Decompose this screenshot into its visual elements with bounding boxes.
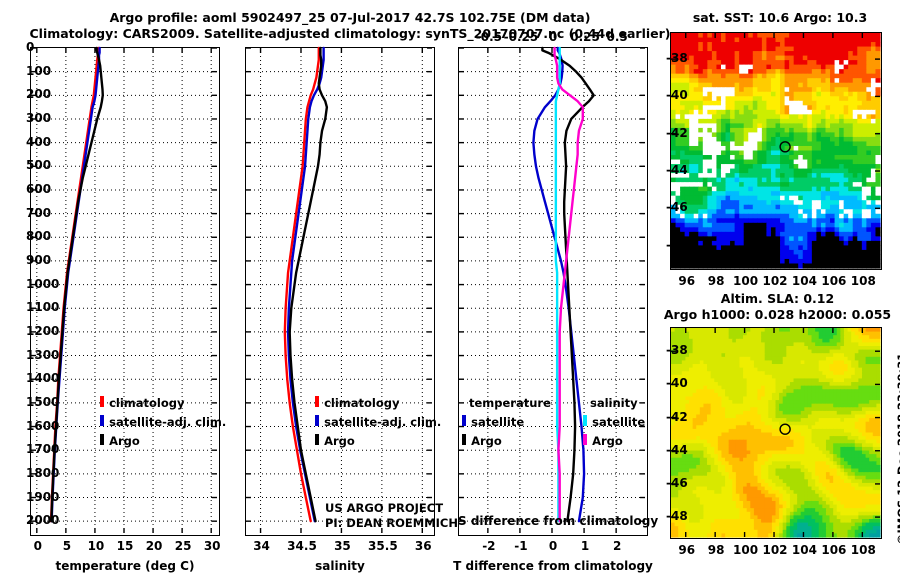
xtick-label: 34.5 xyxy=(287,539,317,553)
legend-label-satellite-adj-salinity: satellite-adj. clim. xyxy=(324,415,442,429)
xtick-label: 15 xyxy=(116,539,134,553)
sla-map-title-line2: Argo h1000: 0.028 h2000: 0.055 xyxy=(663,307,892,322)
difference-legend-temperature: temperature satellite Argo xyxy=(462,392,551,449)
sla-xtick-label: 104 xyxy=(791,543,817,557)
legend-swatch-argo xyxy=(100,434,104,445)
difference-panel xyxy=(458,46,648,536)
salinity-legend: climatology satellite-adj. clim. Argo xyxy=(315,392,441,449)
difference-legend-salinity: salinity satellite Argo xyxy=(583,392,645,449)
sst-xtick-label: 98 xyxy=(707,274,725,288)
project-credit: US ARGO PROJECT xyxy=(325,501,444,515)
sdiff-tick-label: 0.5 xyxy=(606,30,628,44)
legend-label-temperature-argo: Argo xyxy=(471,434,502,448)
legend-swatch-temperature-argo xyxy=(462,434,466,445)
sst-xtick-label: 102 xyxy=(762,274,788,288)
sdiff-tick-label: 0.25 xyxy=(570,30,600,44)
xtick-label: 35.5 xyxy=(368,539,398,553)
xtick-label: 35 xyxy=(334,539,351,553)
temperature-axis-label: temperature (deg C) xyxy=(55,559,195,573)
salinity-plot-frame xyxy=(245,46,435,536)
sla-xtick-label: 102 xyxy=(762,543,788,557)
sst-xtick-label: 106 xyxy=(821,274,847,288)
tdiff-tick-label: -1 xyxy=(514,539,528,553)
sla-map-title-line1: Altim. SLA: 0.12 xyxy=(720,291,835,306)
pi-credit: PI: DEAN ROEMMICH xyxy=(325,516,458,530)
legend-label-argo: Argo xyxy=(109,434,140,448)
sst-map-title: sat. SST: 10.6 Argo: 10.3 xyxy=(692,10,868,25)
sdiff-tick-label: -0.5 xyxy=(475,30,502,44)
legend-label-temperature-satellite: satellite xyxy=(471,415,525,429)
sla-map-frame xyxy=(670,327,882,539)
sla-xtick-label: 106 xyxy=(821,543,847,557)
legend-swatch-satellite-adj-salinity xyxy=(315,415,319,426)
page-title-line2: Climatology: CARS2009. Satellite-adjuste… xyxy=(29,26,671,41)
xtick-label: 10 xyxy=(87,539,105,553)
sst-xtick-label: 96 xyxy=(678,274,696,288)
tdiff-tick-label: -2 xyxy=(482,539,496,553)
legend-label-climatology-salinity: climatology xyxy=(324,396,400,410)
legend-label-satellite-adj: satellite-adj. clim. xyxy=(109,415,227,429)
temperature-legend: climatology satellite-adj. clim. Argo xyxy=(100,392,226,449)
xtick-label: 0 xyxy=(33,539,42,553)
xtick-label: 30 xyxy=(203,539,221,553)
sla-xtick-label: 96 xyxy=(678,543,696,557)
xtick-label: 5 xyxy=(62,539,72,553)
legend-swatch-satellite-adj xyxy=(100,415,104,426)
tdiff-tick-label: 0 xyxy=(548,539,558,553)
legend-heading-temperature: temperature xyxy=(469,396,551,410)
page-title-line1: Argo profile: aoml 5902497_25 07-Jul-201… xyxy=(109,10,591,25)
legend-swatch-salinity-satellite xyxy=(583,415,587,426)
legend-swatch-climatology-salinity xyxy=(315,396,319,407)
xtick-label: 36 xyxy=(414,539,432,553)
legend-swatch-climatology xyxy=(100,396,104,407)
xtick-label: 34 xyxy=(253,539,270,553)
legend-swatch-temperature-satellite xyxy=(462,415,466,426)
salinity-axis-label: salinity xyxy=(315,559,365,573)
legend-label-argo-salinity: Argo xyxy=(324,434,355,448)
sla-map xyxy=(670,327,882,539)
legend-heading-salinity: salinity xyxy=(590,396,638,410)
salinity-panel xyxy=(245,46,435,536)
legend-label-salinity-satellite: satellite xyxy=(592,415,646,429)
sst-map xyxy=(670,32,882,270)
temperature-panel xyxy=(30,46,220,536)
imos-watermark: ©IMOS 12-Dec-2018 23:39:31 xyxy=(895,352,900,545)
sst-xtick-label: 108 xyxy=(850,274,876,288)
difference-plot-frame xyxy=(458,46,648,536)
sla-xtick-label: 98 xyxy=(707,543,725,557)
sla-xtick-label: 108 xyxy=(850,543,876,557)
tdiff-tick-label: 2 xyxy=(612,539,622,553)
temperature-difference-axis-label: T difference from climatology xyxy=(453,559,653,573)
sla-xtick-label: 100 xyxy=(733,543,759,557)
xtick-label: 20 xyxy=(145,539,163,553)
xtick-label: 25 xyxy=(174,539,192,553)
sdiff-tick-label: 0 xyxy=(548,30,558,44)
sdiff-tick-label: -0.25 xyxy=(503,30,539,44)
salinity-difference-axis-label: S difference from climatology xyxy=(458,514,659,528)
tdiff-tick-label: 1 xyxy=(580,539,590,553)
legend-label-salinity-argo: Argo xyxy=(592,434,623,448)
legend-swatch-salinity-argo xyxy=(583,434,587,445)
sst-xtick-label: 100 xyxy=(733,274,759,288)
legend-swatch-argo-salinity xyxy=(315,434,319,445)
sst-map-frame xyxy=(670,32,882,270)
temperature-plot-frame xyxy=(30,46,220,536)
sst-xtick-label: 104 xyxy=(791,274,817,288)
legend-label-climatology: climatology xyxy=(109,396,185,410)
